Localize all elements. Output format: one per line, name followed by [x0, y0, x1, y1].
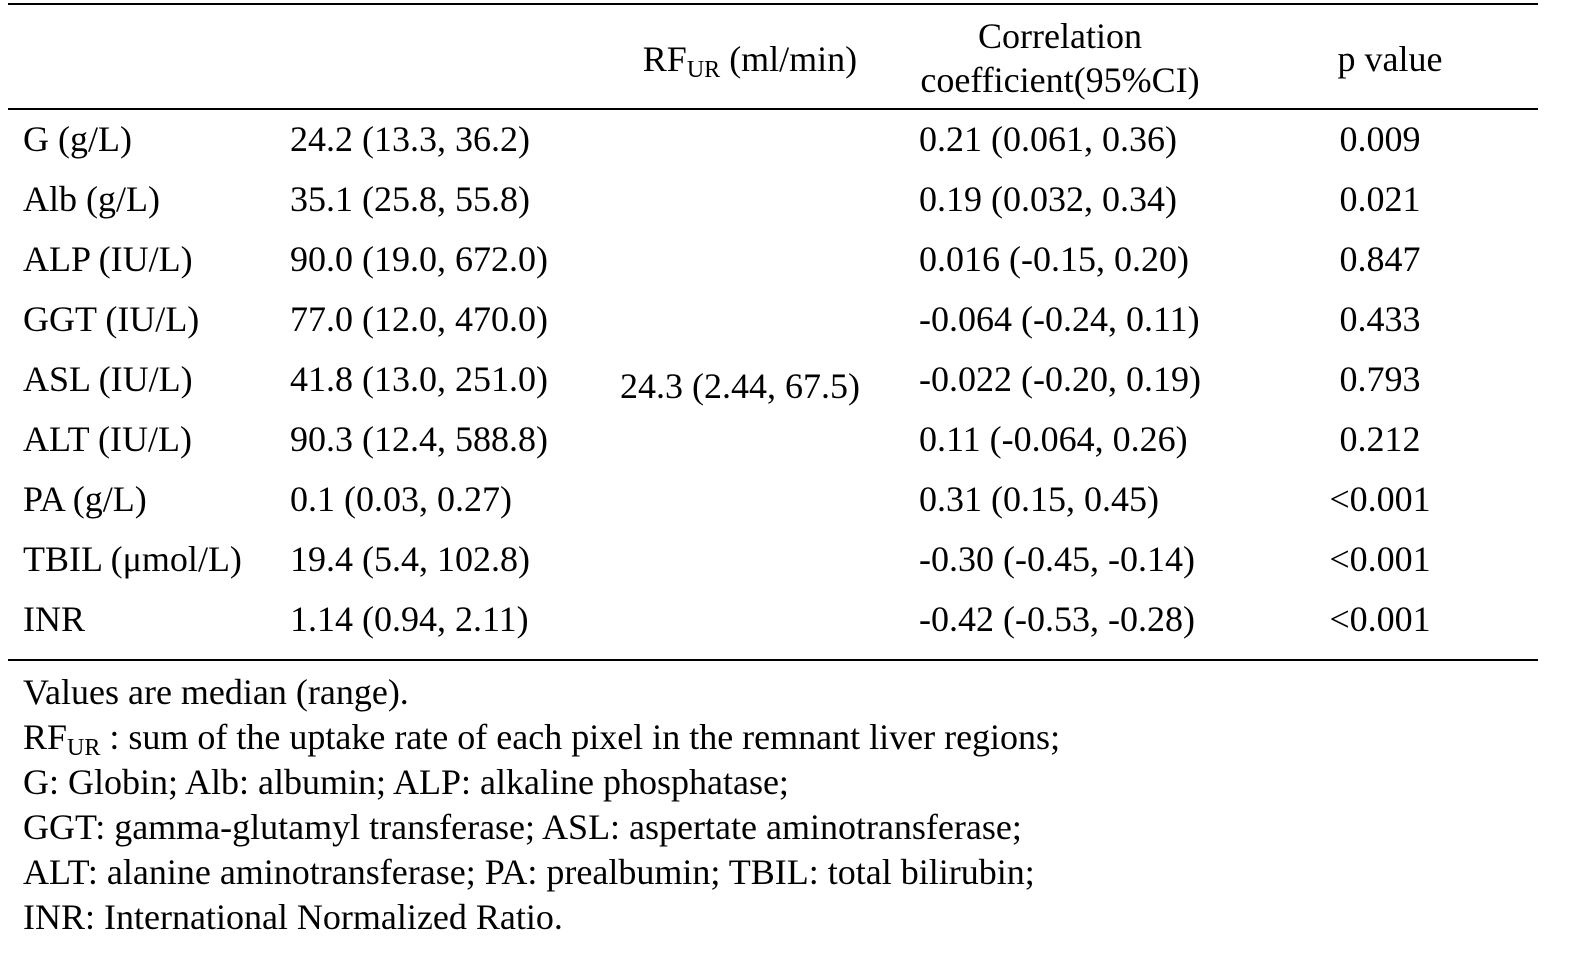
row-p-value: 0.021: [1339, 179, 1421, 219]
table-top-rule: [8, 3, 1538, 5]
row-correlation: -0.022 (-0.20, 0.19): [919, 359, 1201, 399]
header-rf-unit: (ml/min): [720, 39, 858, 79]
row-correlation: -0.42 (-0.53, -0.28): [919, 599, 1195, 639]
row-correlation: -0.064 (-0.24, 0.11): [919, 299, 1200, 339]
footnote-abbrev-3: ALT: alanine aminotransferase; PA: preal…: [23, 852, 1035, 892]
row-variable: PA (g/L): [23, 479, 147, 519]
row-p-value: 0.793: [1339, 359, 1421, 399]
header-correlation-line1: Correlation: [978, 16, 1142, 56]
row-p-value: 0.009: [1339, 119, 1421, 159]
row-p-value: 0.847: [1339, 239, 1421, 279]
row-median-range: 19.4 (5.4, 102.8): [290, 539, 530, 579]
footnote-abbrev-1: G: Globin; Alb: albumin; ALP: alkaline p…: [23, 762, 789, 802]
table-bottom-rule: [8, 659, 1538, 661]
header-p-value: p value: [1337, 39, 1443, 79]
footnote-rf-definition: : sum of the uptake rate of each pixel i…: [100, 717, 1061, 757]
row-variable: INR: [23, 599, 85, 639]
row-median-range: 41.8 (13.0, 251.0): [290, 359, 548, 399]
header-rf-ur: RFUR (ml/min): [610, 37, 890, 83]
row-p-value: 0.212: [1339, 419, 1421, 459]
row-median-range: 1.14 (0.94, 2.11): [290, 599, 529, 639]
row-variable: G (g/L): [23, 119, 132, 159]
row-correlation: 0.31 (0.15, 0.45): [919, 479, 1159, 519]
row-correlation: -0.30 (-0.45, -0.14): [919, 539, 1195, 579]
row-correlation: 0.016 (-0.15, 0.20): [919, 239, 1189, 279]
row-median-range: 90.3 (12.4, 588.8): [290, 419, 548, 459]
row-p-value: <0.001: [1329, 599, 1431, 639]
footnote-values: Values are median (range).: [23, 672, 409, 712]
header-correlation: Correlation coefficient(95%CI): [895, 14, 1225, 102]
row-p-value: 0.433: [1339, 299, 1421, 339]
footnote-rf-main: RF: [23, 717, 68, 757]
header-correlation-line2: coefficient(95%CI): [920, 60, 1200, 100]
row-median-range: 35.1 (25.8, 55.8): [290, 179, 530, 219]
row-p-value: <0.001: [1329, 479, 1431, 519]
row-variable: ASL (IU/L): [23, 359, 193, 399]
row-variable: TBIL (μmol/L): [23, 539, 242, 579]
row-median-range: 90.0 (19.0, 672.0): [290, 239, 548, 279]
row-correlation: 0.19 (0.032, 0.34): [919, 179, 1177, 219]
row-p-value: <0.001: [1329, 539, 1431, 579]
row-median-range: 24.2 (13.3, 36.2): [290, 119, 530, 159]
row-correlation: 0.11 (-0.064, 0.26): [919, 419, 1188, 459]
header-rf-main: RF: [642, 39, 687, 79]
row-variable: GGT (IU/L): [23, 299, 200, 339]
row-median-range: 0.1 (0.03, 0.27): [290, 479, 512, 519]
row-variable: ALT (IU/L): [23, 419, 192, 459]
footnote-rf-ur: RFUR : sum of the uptake rate of each pi…: [23, 715, 1060, 760]
header-rf-subscript: UR: [686, 57, 721, 83]
table-footnotes: Values are median (range). RFUR : sum of…: [23, 670, 1060, 940]
row-median-range: 77.0 (12.0, 470.0): [290, 299, 548, 339]
footnote-rf-subscript: UR: [67, 735, 101, 761]
row-variable: Alb (g/L): [23, 179, 160, 219]
footnote-abbrev-4: INR: International Normalized Ratio.: [23, 897, 563, 937]
rf-ur-value: 24.3 (2.44, 67.5): [620, 366, 860, 406]
table-header-rule: [8, 108, 1538, 110]
row-correlation: 0.21 (0.061, 0.36): [919, 119, 1177, 159]
footnote-abbrev-2: GGT: gamma-glutamyl transferase; ASL: as…: [23, 807, 1022, 847]
row-variable: ALP (IU/L): [23, 239, 193, 279]
